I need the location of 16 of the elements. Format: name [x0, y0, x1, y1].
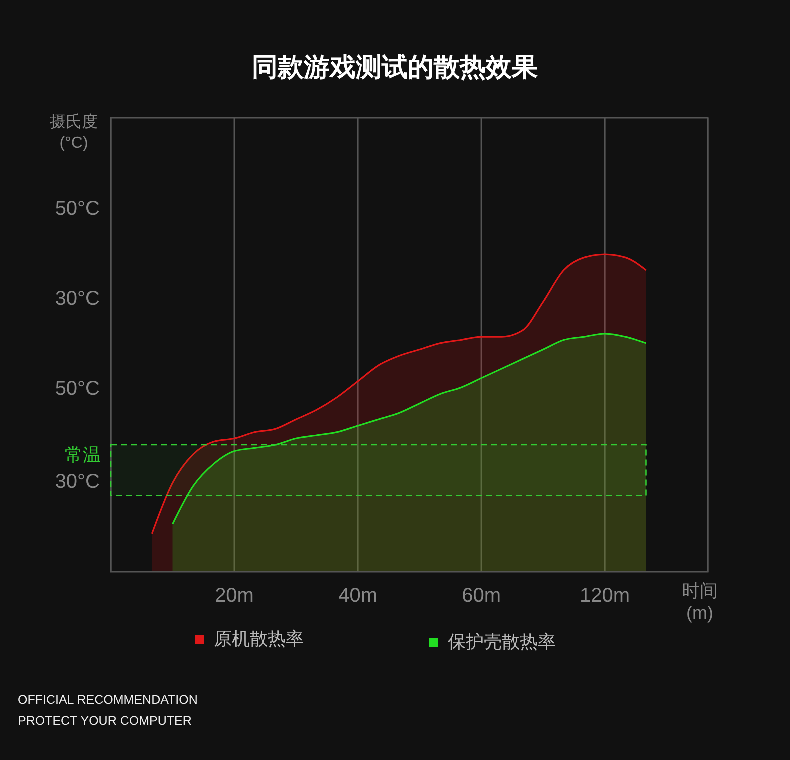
- text: PROTECT YOUR COMPUTER: [18, 713, 193, 730]
- x-tick-label: 20m: [215, 585, 254, 608]
- legend-label: 保护壳散热率: [448, 631, 556, 654]
- text: 50°C: [54, 378, 100, 401]
- x-tick-label: 120m: [580, 585, 630, 608]
- band-label: 常温: [65, 445, 101, 466]
- chart-title: 同款游戏测试的散热效果: [251, 51, 539, 84]
- x-tick-label: 40m: [338, 585, 378, 608]
- x-axis-title: 时间 (m): [681, 580, 719, 624]
- text: 摄氏度 (°C): [49, 112, 99, 154]
- text: 30°C: [54, 471, 100, 494]
- text: 30°C: [54, 288, 100, 311]
- text: 50°C: [54, 198, 100, 221]
- x-tick-label: 60m: [462, 585, 502, 608]
- text: OFFICIAL RECOMMENDATION: [18, 692, 198, 709]
- legend-label: 原机散热率: [214, 628, 304, 651]
